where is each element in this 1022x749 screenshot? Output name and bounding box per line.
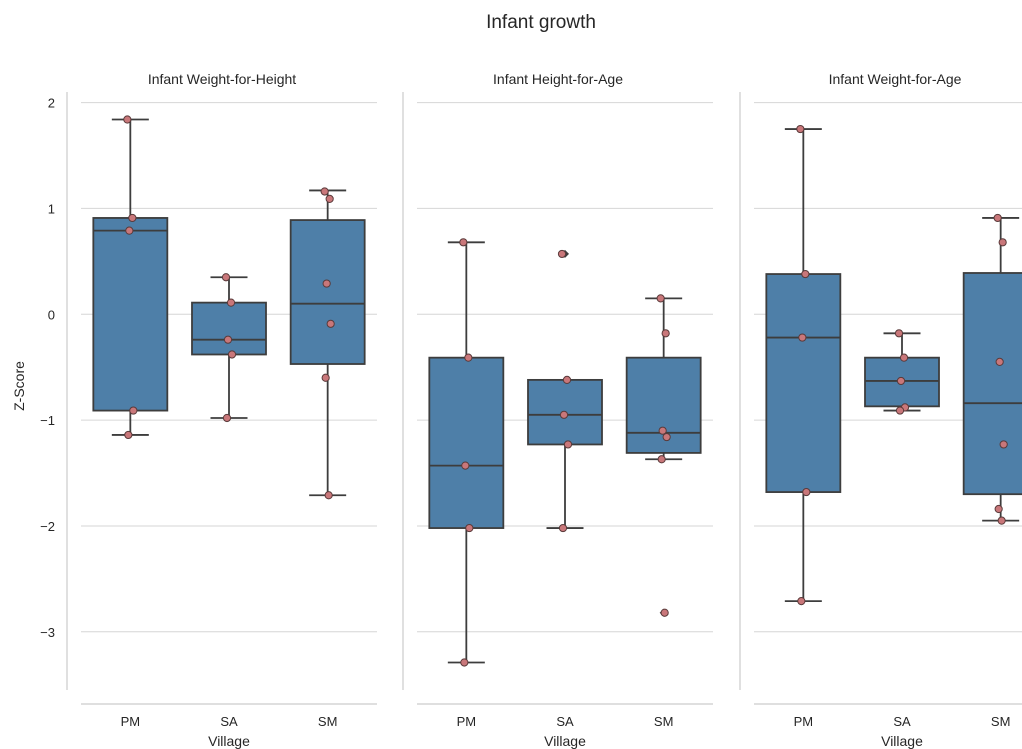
x-axis-label: Village (544, 733, 586, 749)
box-group-sm (962, 213, 1022, 525)
data-point (899, 353, 909, 362)
y-tick-label: 1 (48, 201, 55, 216)
panel-3: Infant Weight-for-Age PM SA SM Village (739, 71, 1022, 749)
data-point (325, 194, 334, 203)
y-tick-label: −1 (40, 413, 55, 428)
data-point (995, 357, 1004, 366)
x-tick-label: PM (457, 714, 477, 729)
data-point (465, 523, 474, 533)
box-group-sa (527, 249, 603, 533)
x-tick-label: SA (556, 714, 574, 729)
panel-1: Infant Weight-for-Height 2 1 0 −1 −2 −3 PM SA SM V… (40, 71, 377, 749)
data-point (226, 298, 236, 307)
data-point (658, 426, 667, 435)
data-point (993, 213, 1002, 223)
iqr-box (191, 301, 267, 356)
box-group-pm (428, 238, 505, 667)
data-point (896, 376, 906, 386)
x-tick-label: PM (121, 714, 141, 729)
x-tick-label: SA (220, 714, 238, 729)
data-point (998, 238, 1007, 247)
box-group-pm (765, 124, 842, 606)
x-tick-label: SM (654, 714, 674, 729)
panel-title: Infant Height-for-Age (493, 71, 623, 87)
data-point (796, 124, 805, 134)
data-point (997, 516, 1006, 525)
iqr-box (428, 356, 505, 529)
data-point (563, 440, 573, 449)
data-point (802, 487, 811, 497)
panels-group: Infant Weight-for-Height 2 1 0 −1 −2 −3 PM SA SM V… (40, 71, 1022, 749)
data-point (895, 406, 905, 415)
data-point (324, 491, 333, 500)
y-tick-label: 2 (48, 96, 55, 111)
data-point (128, 213, 137, 223)
iqr-box (962, 272, 1022, 496)
x-tick-label: SM (318, 714, 338, 729)
y-tick-label: −2 (40, 519, 55, 534)
data-point (222, 413, 232, 423)
data-point (223, 335, 233, 344)
iqr-box (92, 217, 169, 412)
data-point (657, 455, 666, 464)
data-point (459, 238, 468, 247)
x-axis-label: Village (881, 733, 923, 749)
data-point (129, 406, 138, 415)
data-point (227, 350, 237, 359)
figure-title: Infant growth (486, 12, 596, 33)
data-point (557, 249, 567, 259)
data-point (656, 294, 665, 303)
data-point (322, 279, 331, 288)
data-point (326, 319, 335, 328)
data-point (559, 410, 569, 419)
x-axis-label: Village (208, 733, 250, 749)
data-point (660, 608, 669, 617)
box-group-sm (289, 187, 366, 500)
iqr-box (765, 273, 842, 493)
data-point (661, 329, 670, 338)
data-point (461, 461, 470, 470)
box-group-sa (864, 329, 940, 415)
data-point (994, 504, 1003, 514)
y-tick-label: −3 (40, 625, 55, 640)
data-point (125, 226, 134, 235)
data-point (558, 523, 568, 533)
x-tick-label: SA (893, 714, 911, 729)
data-point (321, 373, 330, 382)
panel-title: Infant Weight-for-Age (829, 71, 962, 87)
data-point (797, 596, 806, 606)
data-point (221, 273, 231, 282)
data-point (999, 440, 1008, 449)
data-point (894, 329, 904, 338)
x-tick-label: PM (794, 714, 814, 729)
y-tick-label: 0 (48, 307, 55, 322)
data-point (320, 187, 329, 196)
box-group-sm (625, 294, 702, 617)
data-point (124, 430, 133, 440)
data-point (662, 432, 671, 442)
data-point (123, 115, 132, 124)
data-point (460, 658, 469, 667)
panel-2: Infant Height-for-Age PM SA SM Village (402, 71, 713, 749)
y-axis-label: Z-Score (11, 361, 27, 411)
data-point (798, 333, 807, 342)
box-group-sa (191, 273, 267, 423)
data-point (801, 269, 810, 279)
x-tick-label: SM (991, 714, 1011, 729)
data-point (562, 375, 572, 384)
iqr-box (289, 219, 366, 365)
data-point (464, 353, 473, 362)
panel-title: Infant Weight-for-Height (148, 71, 296, 87)
box-group-pm (92, 115, 169, 440)
